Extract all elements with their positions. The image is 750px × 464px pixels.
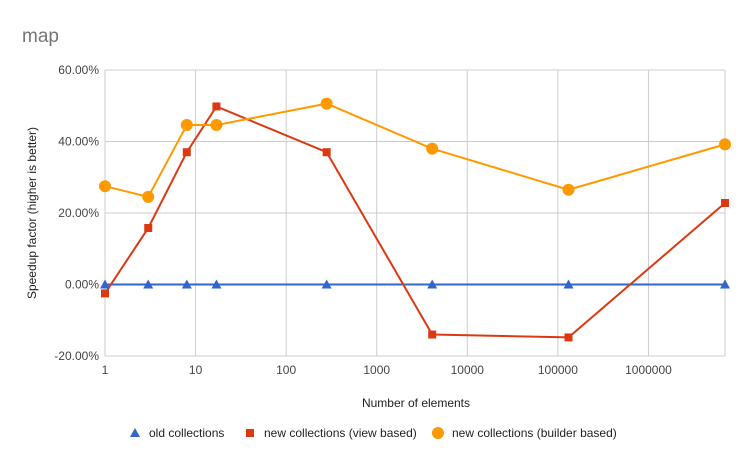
chart-title: map: [22, 26, 59, 47]
legend-label: new collections (view based): [264, 426, 417, 440]
data-point-new-collections-view-based: [721, 198, 729, 207]
legend-marker: [432, 427, 444, 439]
data-point-new-collections-view-based: [428, 330, 437, 339]
legend-item-new-collections-builder-based: new collections (builder based): [432, 426, 617, 440]
legend-item-new-collections-view-based: new collections (view based): [246, 426, 417, 440]
data-point-new-collections-view-based: [212, 102, 221, 111]
legend-label: new collections (builder based): [452, 426, 617, 440]
data-point-old-collections: [211, 279, 222, 289]
x-tick-label: 10: [189, 363, 203, 377]
legend-item-old-collections: old collections: [130, 426, 224, 440]
data-point-new-collections-builder-based: [142, 190, 155, 203]
data-point-new-collections-builder-based: [426, 142, 439, 155]
y-tick-label: 0.00%: [65, 278, 99, 292]
y-axis-label: Speedup factor (higher is better): [25, 127, 39, 299]
data-point-old-collections: [181, 279, 192, 289]
series-markers: [99, 97, 731, 342]
data-point-new-collections-builder-based: [719, 138, 731, 151]
data-point-new-collections-builder-based: [562, 183, 575, 196]
x-tick-label: 1000000: [625, 363, 672, 377]
y-tick-label: 20.00%: [58, 206, 99, 220]
x-axis-label: Number of elements: [362, 396, 470, 410]
tick-labels: 60.00% 40.00% 20.00% 0.00% -20.00%1 10 100 1000…: [54, 63, 672, 377]
x-tick-label: 1: [102, 363, 109, 377]
data-point-new-collections-view-based: [564, 333, 573, 342]
legend: old collections new collections (view bas…: [130, 426, 617, 440]
series-line-new-collections-builder-based: [104, 102, 726, 198]
data-point-new-collections-builder-based: [180, 119, 193, 132]
x-tick-label: 100: [276, 363, 296, 377]
data-point-new-collections-view-based: [101, 289, 109, 298]
data-point-new-collections-builder-based: [320, 97, 333, 110]
data-point-new-collections-builder-based: [99, 180, 111, 193]
series-line-new-collections-view-based: [104, 105, 726, 339]
series-lines: [104, 102, 726, 339]
data-point-old-collections: [563, 279, 574, 289]
data-point-new-collections-view-based: [322, 148, 331, 157]
data-point-old-collections: [720, 279, 730, 289]
data-point-new-collections-view-based: [144, 224, 153, 233]
legend-label: old collections: [149, 426, 224, 440]
data-point-new-collections-builder-based: [210, 119, 223, 132]
data-point-old-collections: [143, 279, 154, 289]
data-point-new-collections-view-based: [182, 148, 191, 157]
data-point-old-collections: [427, 279, 438, 289]
y-tick-label: -20.00%: [54, 349, 99, 363]
y-tick-label: 60.00%: [58, 63, 99, 77]
data-point-old-collections: [321, 279, 332, 289]
x-tick-label: 1000: [363, 363, 390, 377]
legend-marker: [246, 429, 254, 437]
grid: [104, 69, 726, 357]
x-tick-label: 10000: [451, 363, 485, 377]
data-point-old-collections: [100, 279, 110, 289]
x-tick-label: 100000: [538, 363, 578, 377]
legend-marker: [130, 428, 140, 437]
y-tick-label: 40.00%: [58, 135, 99, 149]
